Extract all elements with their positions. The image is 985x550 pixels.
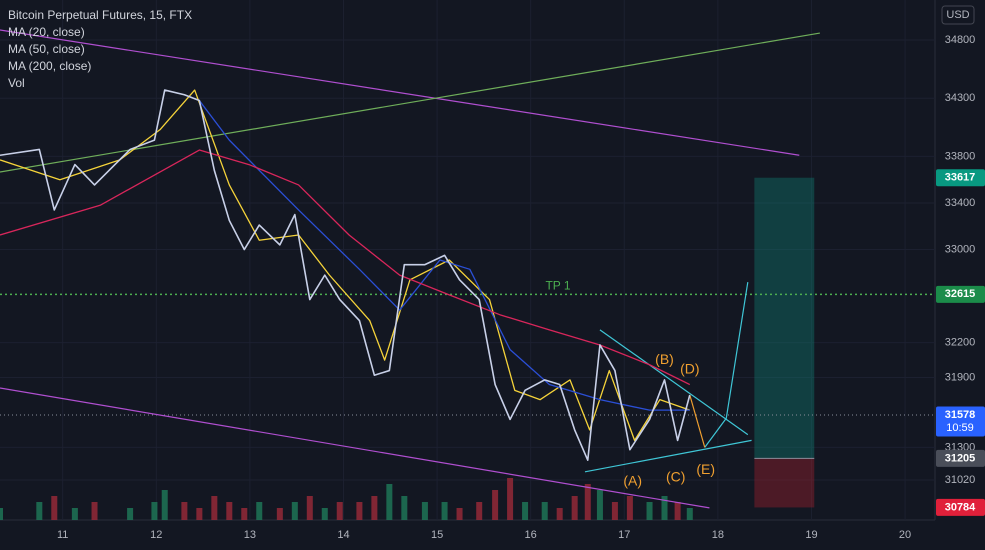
volume-bar xyxy=(306,496,313,520)
trend-line xyxy=(584,439,752,473)
volume-bar xyxy=(256,502,263,520)
legend-entry: MA (200, close) xyxy=(8,59,91,73)
trend-line xyxy=(599,329,749,436)
wave-label: (B) xyxy=(655,351,674,367)
volume-bar xyxy=(646,502,653,520)
target-label: TP 1 xyxy=(545,279,570,293)
wave-label: (E) xyxy=(696,461,715,477)
currency-box xyxy=(941,5,975,25)
volume-bar xyxy=(456,508,463,520)
currency: USD xyxy=(946,9,969,21)
volume-bar xyxy=(401,496,408,520)
x-tick-label: 16 xyxy=(525,529,537,541)
wave-label: (D) xyxy=(680,361,699,377)
y-tick-label: 33000 xyxy=(945,243,976,255)
volume-bar xyxy=(226,502,233,520)
price-label: 33617 xyxy=(945,172,976,184)
legend-entry: MA (50, close) xyxy=(8,42,85,56)
volume-bar xyxy=(386,484,393,520)
volume-bar xyxy=(336,502,343,520)
volume-bar xyxy=(522,502,529,520)
price-label: 31578 xyxy=(945,409,976,421)
volume-bar xyxy=(276,508,283,520)
volume-bar xyxy=(161,490,168,520)
y-tick-label: 32200 xyxy=(945,337,976,349)
x-tick-label: 12 xyxy=(150,529,162,541)
volume-bar xyxy=(356,502,363,520)
volume-bar xyxy=(127,508,134,520)
wave-label: (C) xyxy=(666,468,685,484)
y-tick-label: 31020 xyxy=(945,474,976,486)
x-tick-label: 17 xyxy=(618,529,630,541)
trend-line xyxy=(689,394,706,448)
price-label-box xyxy=(936,406,985,437)
volume-bar xyxy=(0,508,3,520)
price-label-box xyxy=(936,169,985,187)
x-tick-label: 15 xyxy=(431,529,443,541)
price-label-box xyxy=(936,498,985,516)
volume-bar xyxy=(507,478,514,520)
volume-bar xyxy=(674,502,681,520)
volume-bar xyxy=(371,496,378,520)
wave-label: (A) xyxy=(623,473,642,489)
x-tick-label: 18 xyxy=(712,529,724,541)
volume-bar xyxy=(596,490,603,520)
volume-bar xyxy=(441,502,448,520)
volume-bar xyxy=(626,496,633,520)
x-tick-label: 14 xyxy=(337,529,349,541)
x-tick-label: 20 xyxy=(899,529,911,541)
volume-bar xyxy=(571,496,578,520)
volume-bar xyxy=(36,502,43,520)
volume-bar xyxy=(556,508,563,520)
moving-average xyxy=(198,100,690,411)
x-tick-label: 11 xyxy=(57,529,68,541)
y-tick-label: 33800 xyxy=(945,150,976,162)
price-label: 30784 xyxy=(945,501,976,513)
loss-zone xyxy=(754,458,815,508)
y-tick-label: 31900 xyxy=(945,371,976,383)
trend-line xyxy=(0,32,820,173)
x-tick-label: 19 xyxy=(805,529,817,541)
volume-bar xyxy=(211,496,218,520)
price-label: 31205 xyxy=(945,452,976,464)
volume-bar xyxy=(151,502,158,520)
volume-bar xyxy=(241,508,248,520)
volume-bar xyxy=(51,496,58,520)
volume-bar xyxy=(541,502,548,520)
volume-bar xyxy=(661,496,668,520)
trend-line xyxy=(704,282,749,448)
price-label-time: 10:59 xyxy=(946,422,974,434)
price-label-box xyxy=(936,449,985,467)
legend-entry: Vol xyxy=(8,76,25,90)
price-line xyxy=(0,89,691,461)
volume-bar xyxy=(71,508,78,520)
volume-bar xyxy=(584,484,591,520)
x-tick-label: 13 xyxy=(244,529,256,541)
volume-bar xyxy=(611,502,618,520)
price-label-box xyxy=(936,285,985,303)
volume-bar xyxy=(291,502,298,520)
volume-bar xyxy=(181,502,188,520)
profit-zone xyxy=(754,177,815,459)
price-label: 32615 xyxy=(945,288,976,300)
volume-bar xyxy=(686,508,693,520)
trend-line xyxy=(0,29,800,156)
chart-title: Bitcoin Perpetual Futures, 15, FTX xyxy=(8,8,192,22)
volume-bar xyxy=(321,508,328,520)
y-tick-label: 34800 xyxy=(945,34,976,46)
volume-bar xyxy=(91,502,98,520)
trend-line xyxy=(0,387,710,509)
y-tick-label: 34300 xyxy=(945,92,976,104)
volume-bar xyxy=(476,502,483,520)
volume-bar xyxy=(421,502,428,520)
volume-bar xyxy=(492,490,499,520)
volume-bar xyxy=(196,508,203,520)
y-tick-label: 33400 xyxy=(945,197,976,209)
legend-entry: MA (20, close) xyxy=(8,25,85,39)
